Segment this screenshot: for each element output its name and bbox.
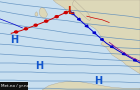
Circle shape <box>55 16 58 18</box>
Polygon shape <box>73 0 91 21</box>
Text: H: H <box>10 35 18 45</box>
Text: Met.no / yr.no: Met.no / yr.no <box>1 84 30 88</box>
Circle shape <box>15 31 18 33</box>
Polygon shape <box>39 7 48 18</box>
Polygon shape <box>35 12 38 16</box>
Circle shape <box>45 20 48 22</box>
Circle shape <box>34 24 37 26</box>
Text: H: H <box>35 61 43 71</box>
FancyBboxPatch shape <box>0 82 28 90</box>
Text: L: L <box>67 6 73 16</box>
Circle shape <box>24 28 27 30</box>
Polygon shape <box>53 0 140 74</box>
Circle shape <box>64 12 67 14</box>
Polygon shape <box>42 81 140 90</box>
Text: H: H <box>94 76 102 86</box>
